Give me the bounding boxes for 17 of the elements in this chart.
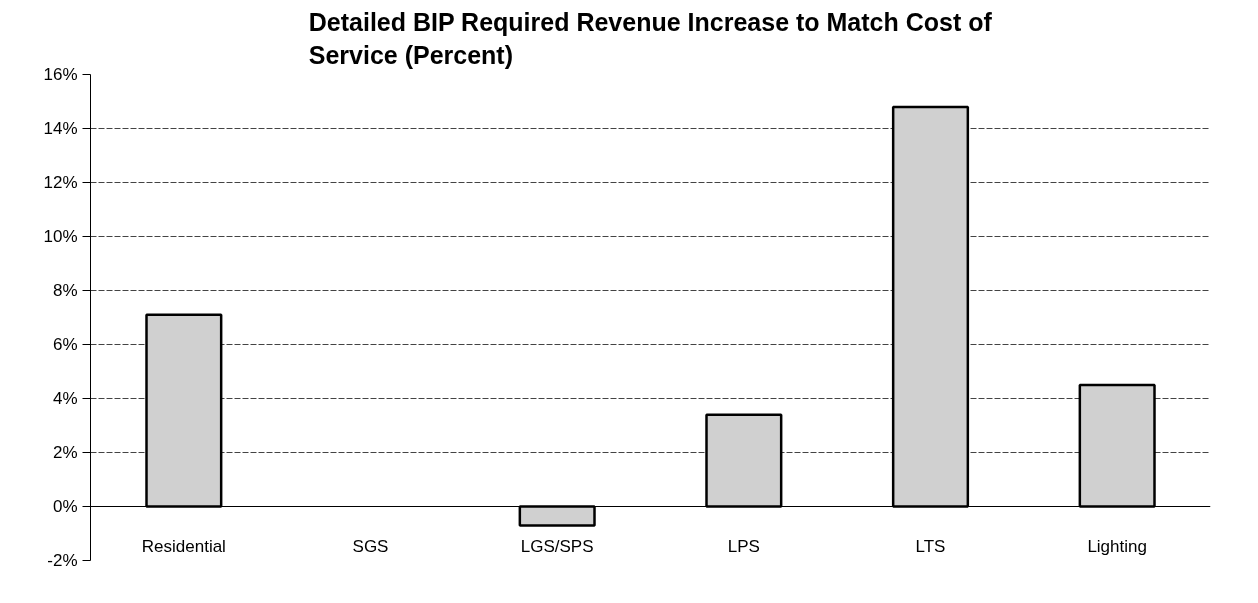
y-tick-label: 4% xyxy=(52,389,78,408)
y-tick-label: 0% xyxy=(52,497,78,516)
x-tick-label: LGS/SPS xyxy=(520,536,594,556)
chart-title: Detailed BIP Required Revenue Increase to Match Cost of Service (Percent) xyxy=(308,7,993,70)
y-tick-label: 12% xyxy=(43,173,78,192)
y-tick-label: 10% xyxy=(43,227,78,246)
y-tick-label: 8% xyxy=(52,281,78,300)
y-tick-label: 2% xyxy=(52,443,78,462)
x-tick-label: LTS xyxy=(915,536,946,556)
y-tick-label: 6% xyxy=(52,335,78,354)
x-tick-label: LPS xyxy=(727,536,760,556)
x-tick-label: Residential xyxy=(141,536,226,556)
y-tick-label: -2% xyxy=(47,551,78,570)
y-tick-label: 14% xyxy=(43,119,78,138)
x-tick-label: Lighting xyxy=(1087,536,1147,556)
x-tick-label: SGS xyxy=(352,536,389,556)
y-tick-label: 16% xyxy=(43,65,78,84)
